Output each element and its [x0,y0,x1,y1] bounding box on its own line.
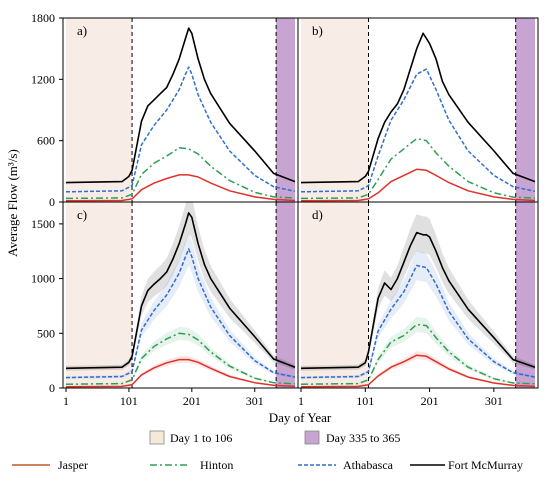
series-line-fort-mcmurray [300,231,536,370]
y-tick-label: 1500 [31,217,55,231]
band-hinton [301,316,535,385]
panel-b: b) [297,17,539,203]
panel-a: a) 0 600 1200 1800 [31,11,299,209]
panel-label: a) [77,23,87,38]
y-tick-label: 600 [37,134,55,148]
legend-label-fort-mcmurray: Fort McMurray [448,458,523,472]
series-line-fort-mcmurray [65,212,296,370]
x-tick-label: 201 [183,394,201,408]
series-line-jasper [65,358,296,388]
series-line-fort-mcmurray [65,27,296,184]
legend-label-period-late: Day 335 to 365 [326,431,400,445]
x-tick-label: 101 [120,394,138,408]
series-line-athabasca [300,68,536,193]
series-line-fort-mcmurray [300,32,536,184]
band-fort-mcmurray [66,202,295,371]
shade-day-335-365 [276,18,295,202]
series-line-jasper [65,174,296,202]
shade-day-1-106 [66,202,133,388]
shade-day-335-365 [515,18,535,202]
shade-day-335-365 [515,202,535,388]
panel-frame [297,201,539,389]
y-tick-label: 1800 [31,11,55,25]
panel-c: c) 0 500 1000 1500 1 101 201 301 [31,201,299,408]
series-line-hinton [300,137,536,200]
band-fort-mcmurray [301,214,535,371]
panel-label: c) [77,207,87,222]
y-tick-label: 1000 [31,272,55,286]
band-jasper [301,351,535,387]
series-line-jasper [300,168,536,202]
shade-day-1-106 [66,18,133,202]
y-tick-label: 1200 [31,72,55,86]
legend-label-period-early: Day 1 to 106 [170,431,232,445]
series-line-hinton [65,332,296,385]
series-line-athabasca [65,248,296,379]
band-athabasca [66,232,295,379]
plot-area: a) 0 600 1200 1800 b) c) 0 500 1000 1500 1 101 201 301… [31,11,539,408]
shade-day-1-106 [301,18,369,202]
series-line-athabasca [300,264,536,379]
legend-label-jasper: Jasper [58,458,88,472]
legend: Day 1 to 106 Day 335 to 365 Jasper Hinto… [12,430,523,472]
panel-label: b) [312,23,323,38]
legend-label-hinton: Hinton [200,458,233,472]
series-line-hinton [65,147,296,200]
shade-day-1-106 [301,202,369,388]
y-tick-label: 0 [49,195,55,209]
legend-swatch-period-late [304,430,320,445]
x-tick-label: 301 [485,394,503,408]
series-line-athabasca [65,66,296,193]
x-tick-label: 301 [246,394,264,408]
x-axis-title: Day of Year [269,410,332,425]
series-line-hinton [300,323,536,385]
x-tick-label: 201 [421,394,439,408]
y-tick-label: 500 [37,326,55,340]
panel-label: d) [312,207,323,222]
shade-day-335-365 [276,202,295,388]
legend-label-athabasca: Athabasca [343,458,394,472]
x-tick-label: 1 [63,394,69,408]
series-line-jasper [300,354,536,388]
x-tick-label: 1 [298,394,304,408]
y-tick-label: 0 [49,381,55,395]
legend-swatch-period-early [149,430,165,445]
x-tick-label: 101 [356,394,374,408]
y-axis-title: Average Flow (m³/s) [5,149,20,257]
panel-d: d) 1 101 201 301 [297,201,539,408]
